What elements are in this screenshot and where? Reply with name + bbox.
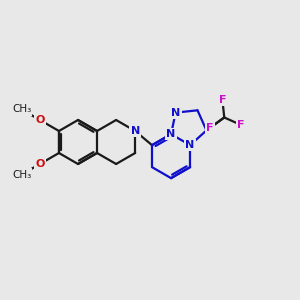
Text: F: F: [237, 120, 244, 130]
Text: O: O: [35, 115, 45, 125]
Text: CH₃: CH₃: [12, 104, 31, 115]
Text: CH₃: CH₃: [12, 169, 31, 179]
Text: N: N: [130, 126, 140, 136]
Text: O: O: [35, 159, 45, 169]
Text: N: N: [185, 140, 195, 150]
Text: F: F: [219, 94, 226, 105]
Text: N: N: [167, 129, 176, 139]
Text: N: N: [171, 108, 180, 118]
Text: F: F: [206, 123, 214, 133]
